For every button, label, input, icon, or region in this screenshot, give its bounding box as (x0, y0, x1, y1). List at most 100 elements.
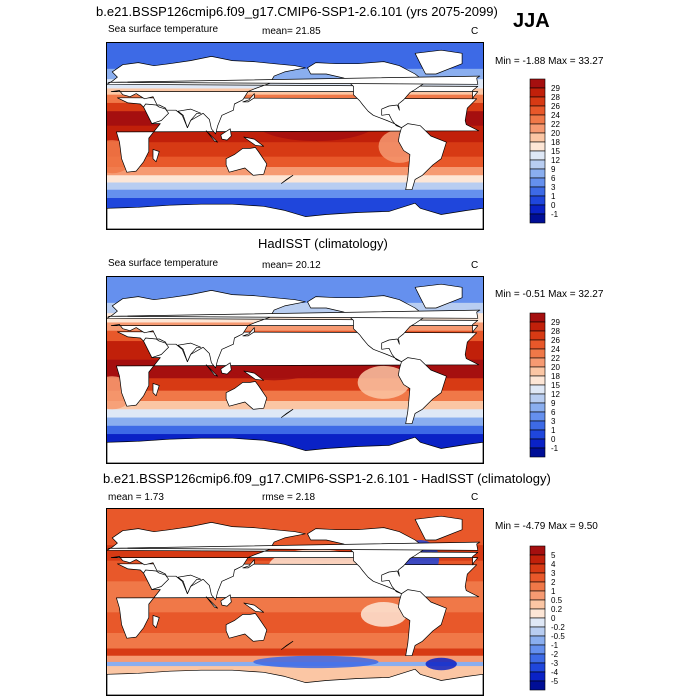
colorbar-box (529, 132, 546, 143)
colorbar-tick-label: 18 (551, 372, 560, 381)
colorbar-tick-label: 1 (551, 192, 556, 201)
land-mass (177, 108, 202, 129)
sst-band (107, 633, 483, 649)
colorbar-tick-label: 26 (551, 102, 560, 111)
colorbar-tick-label: 12 (551, 156, 560, 165)
colorbar-tick-label: -1 (551, 641, 559, 650)
colorbar-box (529, 680, 546, 691)
land-mass (281, 408, 294, 418)
colorbar-box (529, 545, 546, 556)
land-mass (225, 381, 268, 410)
colorbar-tick-label: -1 (551, 210, 559, 219)
land-mass (414, 283, 463, 309)
land-mass (205, 596, 219, 609)
land-mass (398, 123, 447, 191)
sst-band (107, 167, 483, 176)
land-mass (398, 589, 447, 657)
land-mass (414, 515, 463, 541)
land-mass (152, 615, 160, 629)
colorbar-tick-label: 29 (551, 318, 560, 327)
continents (107, 283, 483, 463)
panel-3-map (106, 508, 484, 696)
continents (107, 515, 483, 695)
land-mass (107, 290, 479, 369)
panel-1-mean: mean= 21.85 (262, 26, 321, 37)
colorbar-box (529, 96, 546, 107)
colorbar-tick-label: -1 (551, 444, 559, 453)
colorbar-tick-label: 1 (551, 587, 556, 596)
colorbar-tick-label: 3 (551, 417, 556, 426)
colorbar-tick-label: 2 (551, 578, 556, 587)
colorbar-box (529, 204, 546, 215)
colorbar-tick-label: 0 (551, 201, 556, 210)
colorbar-tick-label: -0.2 (551, 623, 565, 632)
land-mass (107, 202, 483, 229)
land-mass (398, 357, 447, 425)
panel-2-map (106, 276, 484, 464)
colorbar-tick-label: 6 (551, 408, 556, 417)
colorbar-box (529, 312, 546, 323)
colorbar-box (529, 105, 546, 116)
sst-band (107, 156, 483, 168)
land-mass (107, 56, 479, 135)
colorbar-tick-label: 9 (551, 165, 556, 174)
sst-band (107, 648, 483, 657)
panel-1-units: C (471, 26, 479, 37)
colorbar-tick-label: 12 (551, 390, 560, 399)
sst-band (107, 68, 483, 80)
colorbar-tick-label: 0 (551, 435, 556, 444)
colorbar-box (529, 339, 546, 350)
panel-3-title: b.e21.BSSP126cmip6.f09_g17.CMIP6-SSP1-2.… (103, 471, 551, 486)
land-mass (242, 327, 255, 337)
panel-2-left-label: Sea surface temperature (108, 258, 219, 269)
panel-3-minmax: Min = -4.79 Max = 9.50 (495, 521, 598, 532)
panel-3-units: C (471, 492, 479, 503)
sst-band (107, 79, 483, 89)
land-mass (107, 436, 483, 463)
colorbar-tick-label: 20 (551, 129, 560, 138)
colorbar-tick-label: 20 (551, 363, 560, 372)
sst-band (107, 425, 483, 435)
colorbar-tick-label: 15 (551, 381, 560, 390)
colorbar-box (529, 617, 546, 628)
colorbar-box (529, 581, 546, 592)
sst-band (107, 313, 483, 323)
sst-band (107, 175, 483, 183)
land-mass (243, 602, 265, 613)
land-mass (177, 574, 202, 595)
colorbar-tick-label: 15 (551, 147, 560, 156)
land-mass (225, 147, 268, 176)
panel-1-title: b.e21.BSSP126cmip6.f09_g17.CMIP6-SSP1-2.… (96, 4, 498, 19)
colorbar-tick-label: 3 (551, 569, 556, 578)
sst-band (107, 189, 483, 199)
land-mass (242, 93, 255, 103)
colorbar-box (529, 393, 546, 404)
panel-1-left-label: Sea surface temperature (108, 24, 219, 35)
land-mass (143, 569, 169, 590)
land-mass (225, 613, 268, 642)
colorbar-box (529, 662, 546, 673)
land-mass (107, 309, 481, 319)
colorbar-box (529, 608, 546, 619)
sst-band (107, 182, 483, 191)
land-mass (107, 668, 483, 695)
colorbar-tick-label: -2 (551, 650, 559, 659)
panel-1-minmax: Min = -1.88 Max = 33.27 (495, 56, 604, 67)
panel-3-mean: mean = 1.73 (108, 492, 164, 503)
colorbar-box (529, 626, 546, 637)
colorbar-tick-label: -5 (551, 677, 559, 686)
colorbar-box (529, 554, 546, 565)
panel-1-map (106, 42, 484, 230)
colorbar-box (529, 375, 546, 386)
colorbar-box (529, 87, 546, 98)
sst-region (425, 657, 457, 671)
colorbar-box (529, 123, 546, 134)
land-mass (242, 559, 255, 569)
colorbar-tick-label: 0 (551, 614, 556, 623)
panel-2-units: C (471, 260, 479, 271)
panel-2-mean: mean= 20.12 (262, 260, 321, 271)
colorbar-tick-label: 26 (551, 336, 560, 345)
colorbar-box (529, 671, 546, 682)
